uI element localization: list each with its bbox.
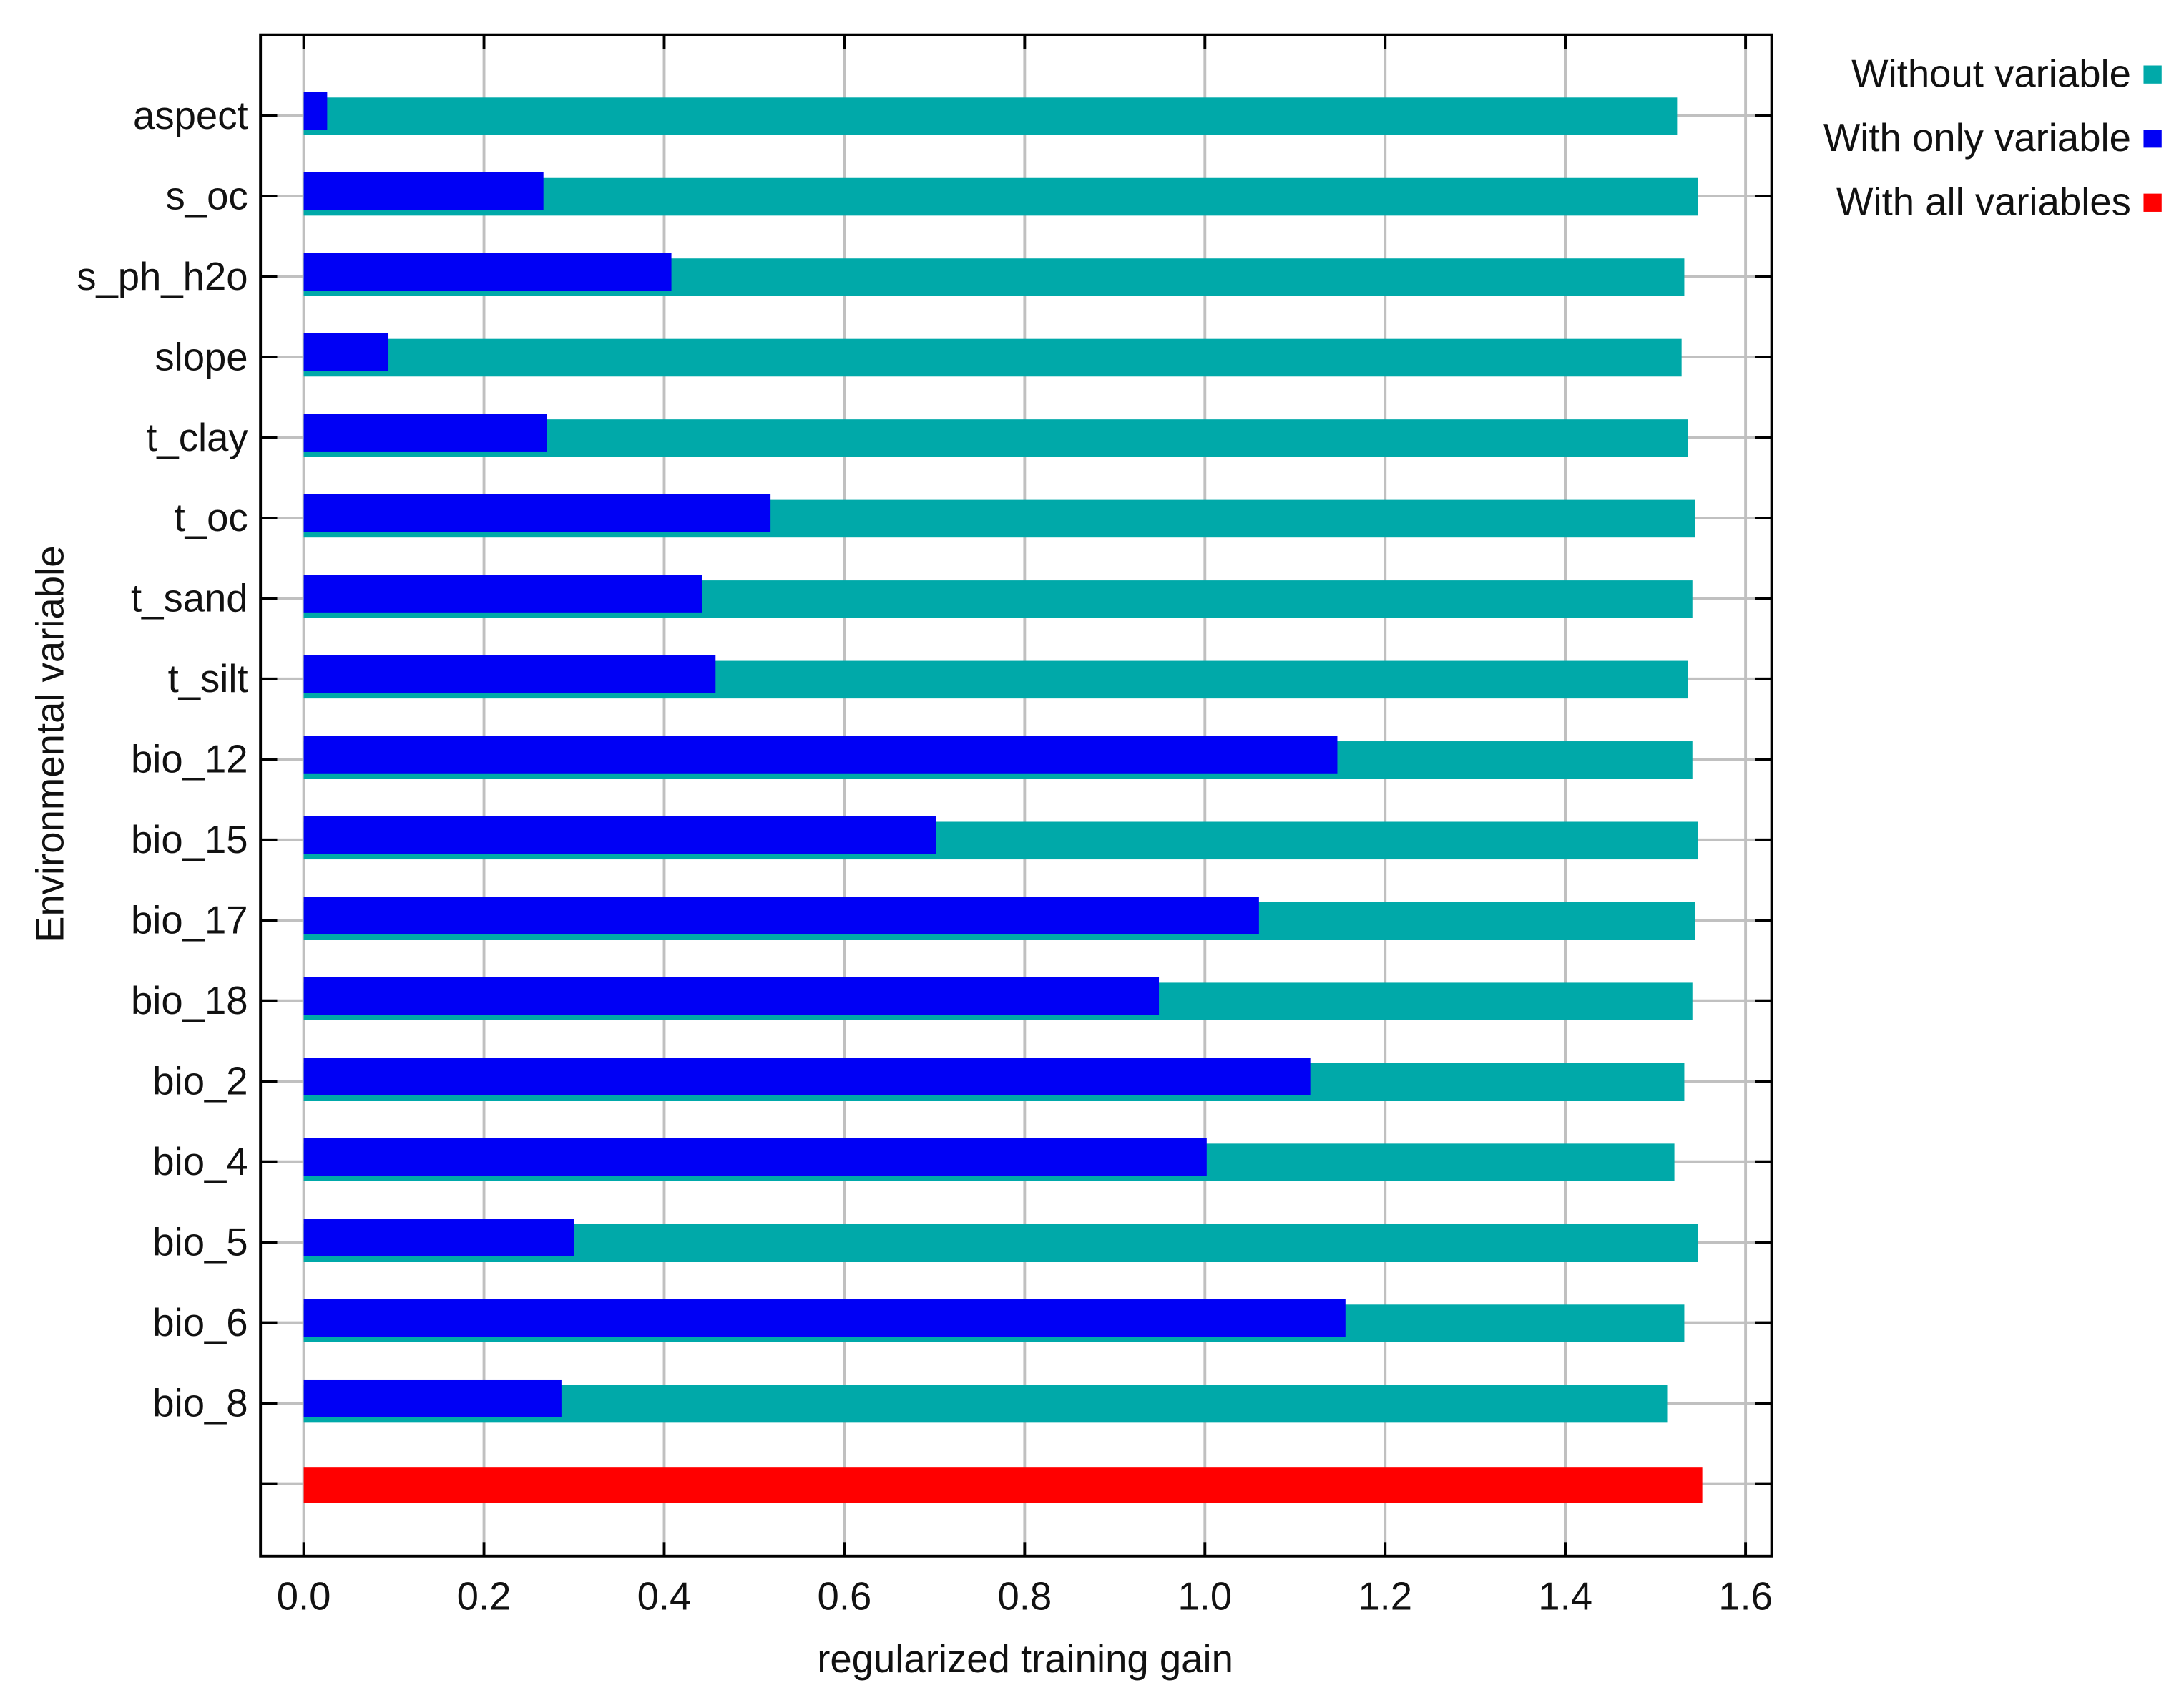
bar <box>303 736 1338 774</box>
bar <box>303 897 1259 934</box>
x-tick-label: 1.4 <box>1538 1575 1592 1619</box>
legend-label: With all variables <box>1836 180 2131 224</box>
x-tick-label: 1.6 <box>1718 1575 1773 1619</box>
y-tick-label: bio_5 <box>152 1220 248 1264</box>
legend-label: Without variable <box>1851 52 2131 95</box>
y-tick-label: s_oc <box>166 174 248 218</box>
bar <box>303 338 1682 377</box>
x-tick-label: 0.0 <box>277 1575 331 1619</box>
y-tick-label: s_ph_h2o <box>77 255 248 298</box>
bar <box>303 253 672 291</box>
bar <box>303 1219 574 1256</box>
bar <box>303 494 771 532</box>
plot-frame <box>259 33 1773 1558</box>
x-tick-label: 0.6 <box>818 1575 872 1619</box>
x-tick-label: 0.8 <box>997 1575 1052 1619</box>
bar <box>303 655 716 693</box>
bar <box>303 1138 1207 1176</box>
y-tick-label: bio_4 <box>152 1140 248 1184</box>
legend-swatch <box>2143 130 2162 148</box>
x-tick-label: 0.4 <box>637 1575 692 1619</box>
bar <box>303 1379 562 1417</box>
y-tick-label: bio_18 <box>131 979 248 1023</box>
bar <box>303 1467 1703 1503</box>
y-tick-label: t_sand <box>131 577 248 620</box>
bar <box>303 172 544 210</box>
x-tick-label: 0.2 <box>457 1575 511 1619</box>
legend-swatch <box>2143 193 2162 212</box>
bar <box>303 1058 1311 1095</box>
bar <box>303 977 1160 1015</box>
y-tick-label: t_oc <box>175 496 248 540</box>
y-tick-label: bio_15 <box>131 818 248 862</box>
x-tick-label: 1.0 <box>1177 1575 1232 1619</box>
y-tick-label: aspect <box>133 94 248 137</box>
legend-label: With only variable <box>1823 116 2131 160</box>
bar <box>303 414 547 452</box>
y-tick-label: t_clay <box>146 416 248 459</box>
y-tick-label: bio_17 <box>131 899 248 942</box>
y-axis-label: Environmental variable <box>28 546 72 942</box>
legend-swatch <box>2143 65 2162 84</box>
bar <box>303 97 1678 135</box>
y-tick-label: t_silt <box>168 657 248 701</box>
y-tick-label: slope <box>155 335 248 379</box>
y-tick-label: bio_6 <box>152 1301 248 1345</box>
y-tick-label: bio_12 <box>131 738 248 781</box>
y-tick-label: bio_8 <box>152 1381 248 1425</box>
bar <box>303 92 328 130</box>
x-axis-label: regularized training gain <box>817 1637 1233 1681</box>
bar <box>303 816 936 854</box>
x-tick-label: 1.2 <box>1358 1575 1412 1619</box>
y-tick-label: bio_2 <box>152 1060 248 1103</box>
bar <box>303 333 389 371</box>
bar <box>303 1299 1346 1337</box>
bar <box>303 575 702 613</box>
